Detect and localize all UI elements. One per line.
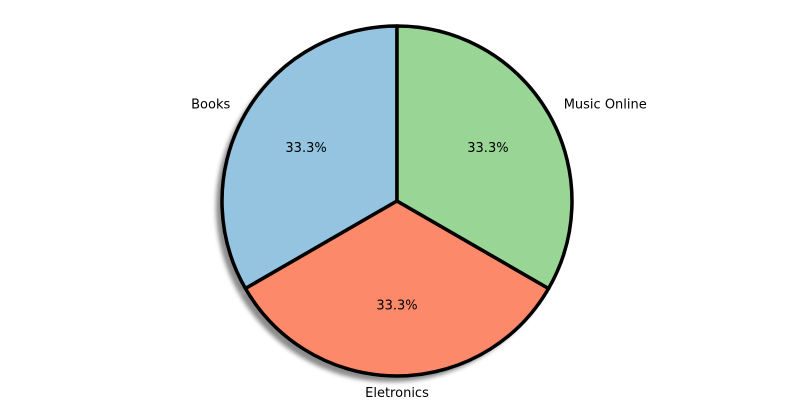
slice-label-eletronics: Eletronics (365, 386, 429, 401)
pie-slices (220, 24, 574, 378)
percent-label-eletronics: 33.3% (376, 299, 417, 314)
pie-slice-music-online (395, 24, 574, 291)
pie-labels: Books 33.3% Eletronics 33.3% Music Online 33.… (191, 97, 647, 401)
percent-label-books: 33.3% (285, 141, 326, 156)
slice-label-music-online: Music Online (564, 97, 647, 112)
percent-label-music-online: 33.3% (467, 141, 508, 156)
pie-slice-books (220, 24, 399, 291)
pie-slice-eletronics (243, 199, 551, 378)
slice-label-books: Books (191, 97, 230, 112)
